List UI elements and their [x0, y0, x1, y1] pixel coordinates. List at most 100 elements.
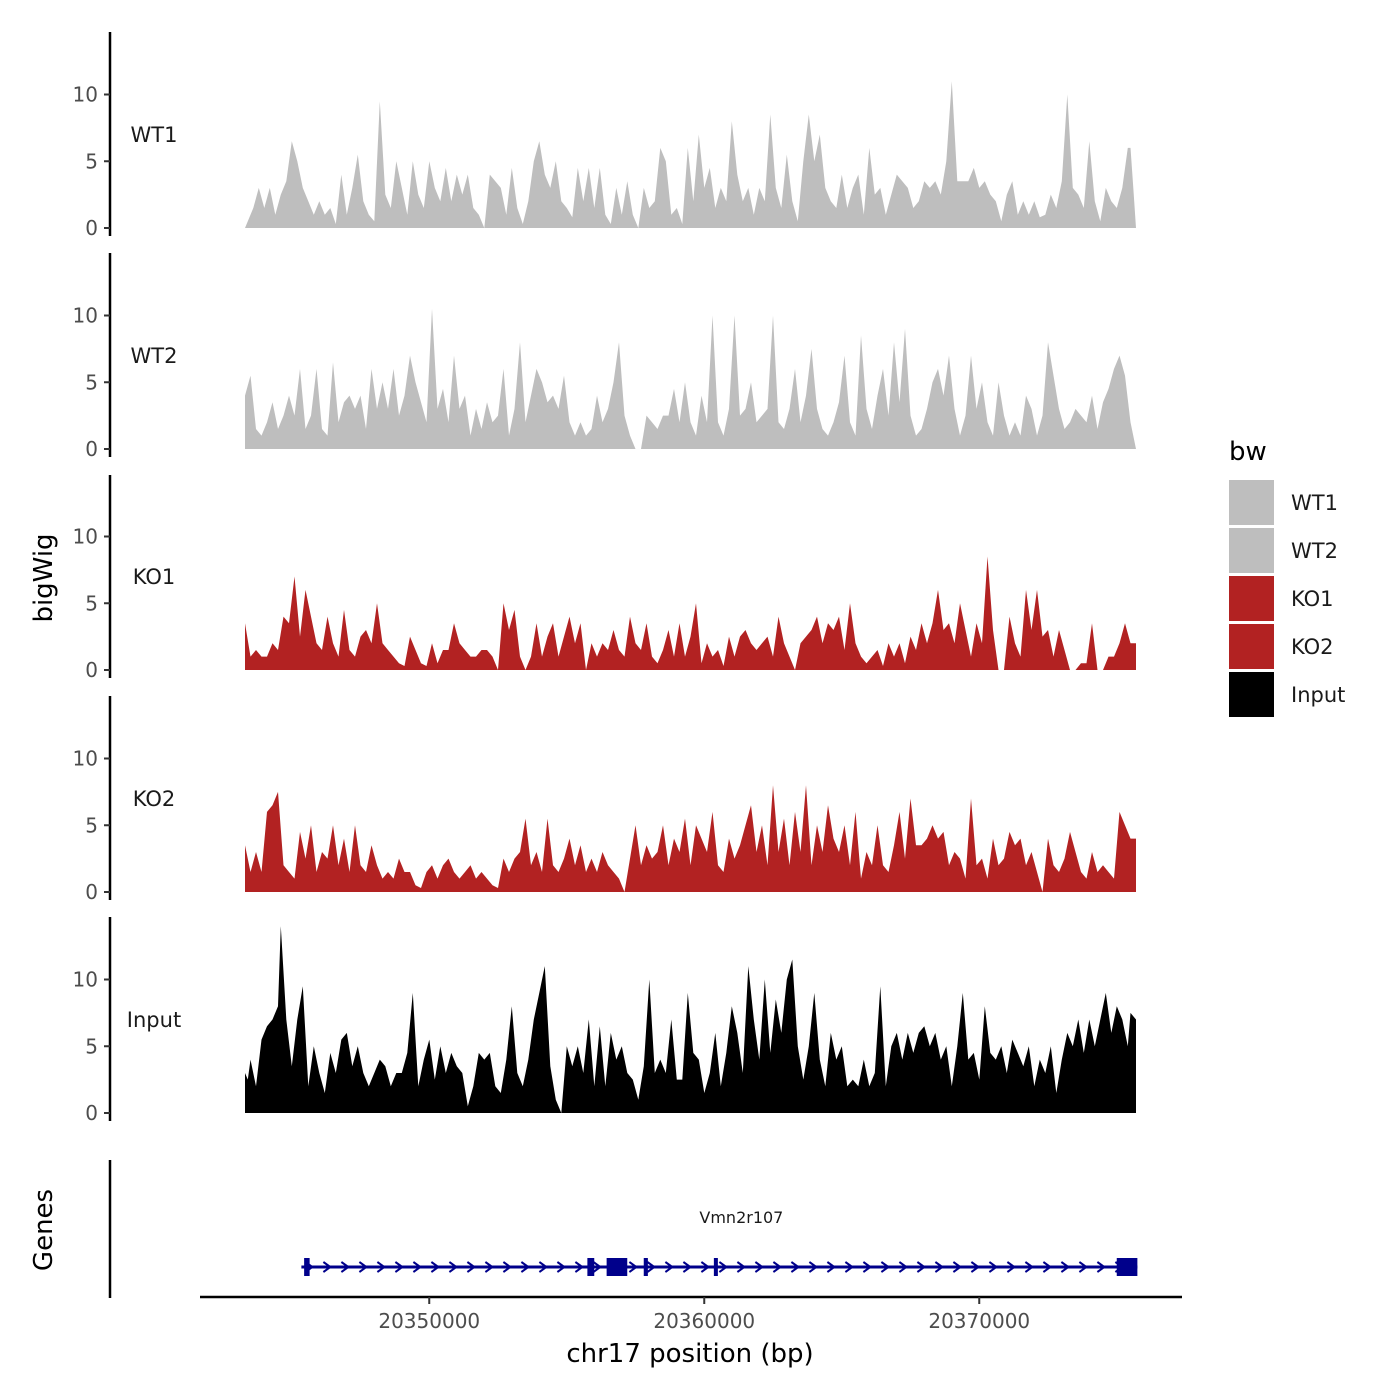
track-label: WT2: [131, 344, 178, 368]
legend-swatch: [1229, 576, 1274, 621]
y-tick-label: 10: [73, 747, 98, 771]
legend-label: KO2: [1291, 635, 1334, 659]
legend-label: KO1: [1291, 587, 1334, 611]
strand-arrow: [1024, 1261, 1035, 1273]
strand-arrow: [718, 1261, 729, 1273]
track-label: KO2: [133, 787, 176, 811]
strand-arrow: [430, 1261, 441, 1273]
track-ko2: 0 5 10 KO2: [73, 696, 1136, 904]
y-tick-label: 5: [85, 813, 98, 837]
strand-arrow: [358, 1261, 369, 1273]
strand-arrow: [412, 1261, 423, 1273]
y-axis-title: bigWig: [29, 533, 59, 622]
strand-arrow: [1060, 1261, 1071, 1273]
y-tick-label: 10: [73, 83, 98, 107]
gene-panel: Vmn2r107: [108, 1160, 1138, 1298]
gene-exon: [1116, 1258, 1138, 1276]
strand-arrow: [880, 1261, 891, 1273]
strand-arrow: [1006, 1261, 1017, 1273]
x-tick-label: 20350000: [378, 1309, 480, 1333]
strand-arrow: [664, 1261, 675, 1273]
strand-arrow: [970, 1261, 981, 1273]
gene-exon: [606, 1258, 628, 1276]
strand-arrow: [1096, 1261, 1107, 1273]
strand-arrow: [1042, 1261, 1053, 1273]
area-input: [245, 926, 1136, 1113]
x-axis: 20350000 20360000 20370000: [200, 1295, 1182, 1333]
y-tick-label: 0: [85, 216, 98, 240]
strand-arrow: [790, 1261, 801, 1273]
legend-swatch: [1229, 624, 1274, 669]
y-tick-label: 0: [85, 437, 98, 461]
y-tick-label: 10: [73, 525, 98, 549]
strand-arrow: [934, 1261, 945, 1273]
strand-arrow: [988, 1261, 999, 1273]
strand-arrow: [448, 1261, 459, 1273]
legend-title: bw: [1229, 437, 1267, 467]
strand-arrow: [862, 1261, 873, 1273]
strand-arrow: [520, 1261, 531, 1273]
y-tick-label: 0: [85, 658, 98, 682]
track-label: KO1: [133, 565, 176, 589]
strand-arrow: [898, 1261, 909, 1273]
strand-arrow: [646, 1261, 657, 1273]
track-wt2: 0 5 10 WT2: [73, 253, 1136, 461]
strand-arrow: [826, 1261, 837, 1273]
track-wt1: 0 5 10 WT1: [73, 32, 1136, 240]
legend-item-ko1: KO1: [1229, 576, 1334, 621]
strand-arrow: [376, 1261, 387, 1273]
strand-arrow: [394, 1261, 405, 1273]
legend-item-wt2: WT2: [1229, 528, 1338, 573]
y-tick-label: 10: [73, 304, 98, 328]
y-tick-label: 0: [85, 1101, 98, 1125]
strand-arrow: [574, 1261, 585, 1273]
signal-tracks: 0 5 10 WT1 0 5 10 WT2 0 5 10 KO1 0 5 10 KO2 0 5 10 Input: [73, 32, 1136, 1125]
y-tick-label: 5: [85, 370, 98, 394]
legend-label: WT2: [1291, 539, 1338, 563]
area-ko2: [245, 785, 1136, 892]
y-tick-label: 5: [85, 149, 98, 173]
x-tick-label: 20360000: [653, 1309, 755, 1333]
gene-name-label: Vmn2r107: [699, 1208, 783, 1227]
strand-arrow: [754, 1261, 765, 1273]
strand-arrow: [700, 1261, 711, 1273]
strand-arrow: [772, 1261, 783, 1273]
y-tick-label: 5: [85, 591, 98, 615]
legend-item-wt1: WT1: [1229, 480, 1338, 525]
y-tick-label: 10: [73, 968, 98, 992]
x-tick-label: 20370000: [928, 1309, 1030, 1333]
area-ko1: [245, 556, 1136, 670]
legend-item-ko2: KO2: [1229, 624, 1334, 669]
legend: bw WT1 WT2 KO1 KO2 Input: [1229, 437, 1345, 717]
strand-arrow: [736, 1261, 747, 1273]
strand-arrow: [1078, 1261, 1089, 1273]
strand-arrow: [628, 1261, 639, 1273]
gene-exon: [587, 1258, 595, 1276]
strand-arrow: [556, 1261, 567, 1273]
legend-swatch: [1229, 672, 1274, 717]
y-tick-label: 5: [85, 1034, 98, 1058]
strand-arrow: [682, 1261, 693, 1273]
gene-exon: [643, 1258, 648, 1276]
area-wt1: [245, 81, 1136, 228]
genes-axis-title: Genes: [29, 1189, 59, 1271]
legend-swatch: [1229, 480, 1274, 525]
legend-item-input: Input: [1229, 672, 1345, 717]
legend-swatch: [1229, 528, 1274, 573]
strand-arrow: [484, 1261, 495, 1273]
strand-arrow: [952, 1261, 963, 1273]
strand-arrow: [340, 1261, 351, 1273]
track-label: Input: [127, 1008, 181, 1032]
strand-arrow: [538, 1261, 549, 1273]
x-axis-title: chr17 position (bp): [566, 1339, 813, 1369]
track-label: WT1: [131, 123, 178, 147]
area-wt2: [245, 308, 1136, 449]
strand-arrow: [322, 1261, 333, 1273]
strand-arrow: [466, 1261, 477, 1273]
strand-arrow: [808, 1261, 819, 1273]
y-tick-label: 0: [85, 880, 98, 904]
legend-label: Input: [1291, 683, 1345, 707]
track-input: 0 5 10 Input: [73, 917, 1136, 1125]
strand-arrow: [916, 1261, 927, 1273]
